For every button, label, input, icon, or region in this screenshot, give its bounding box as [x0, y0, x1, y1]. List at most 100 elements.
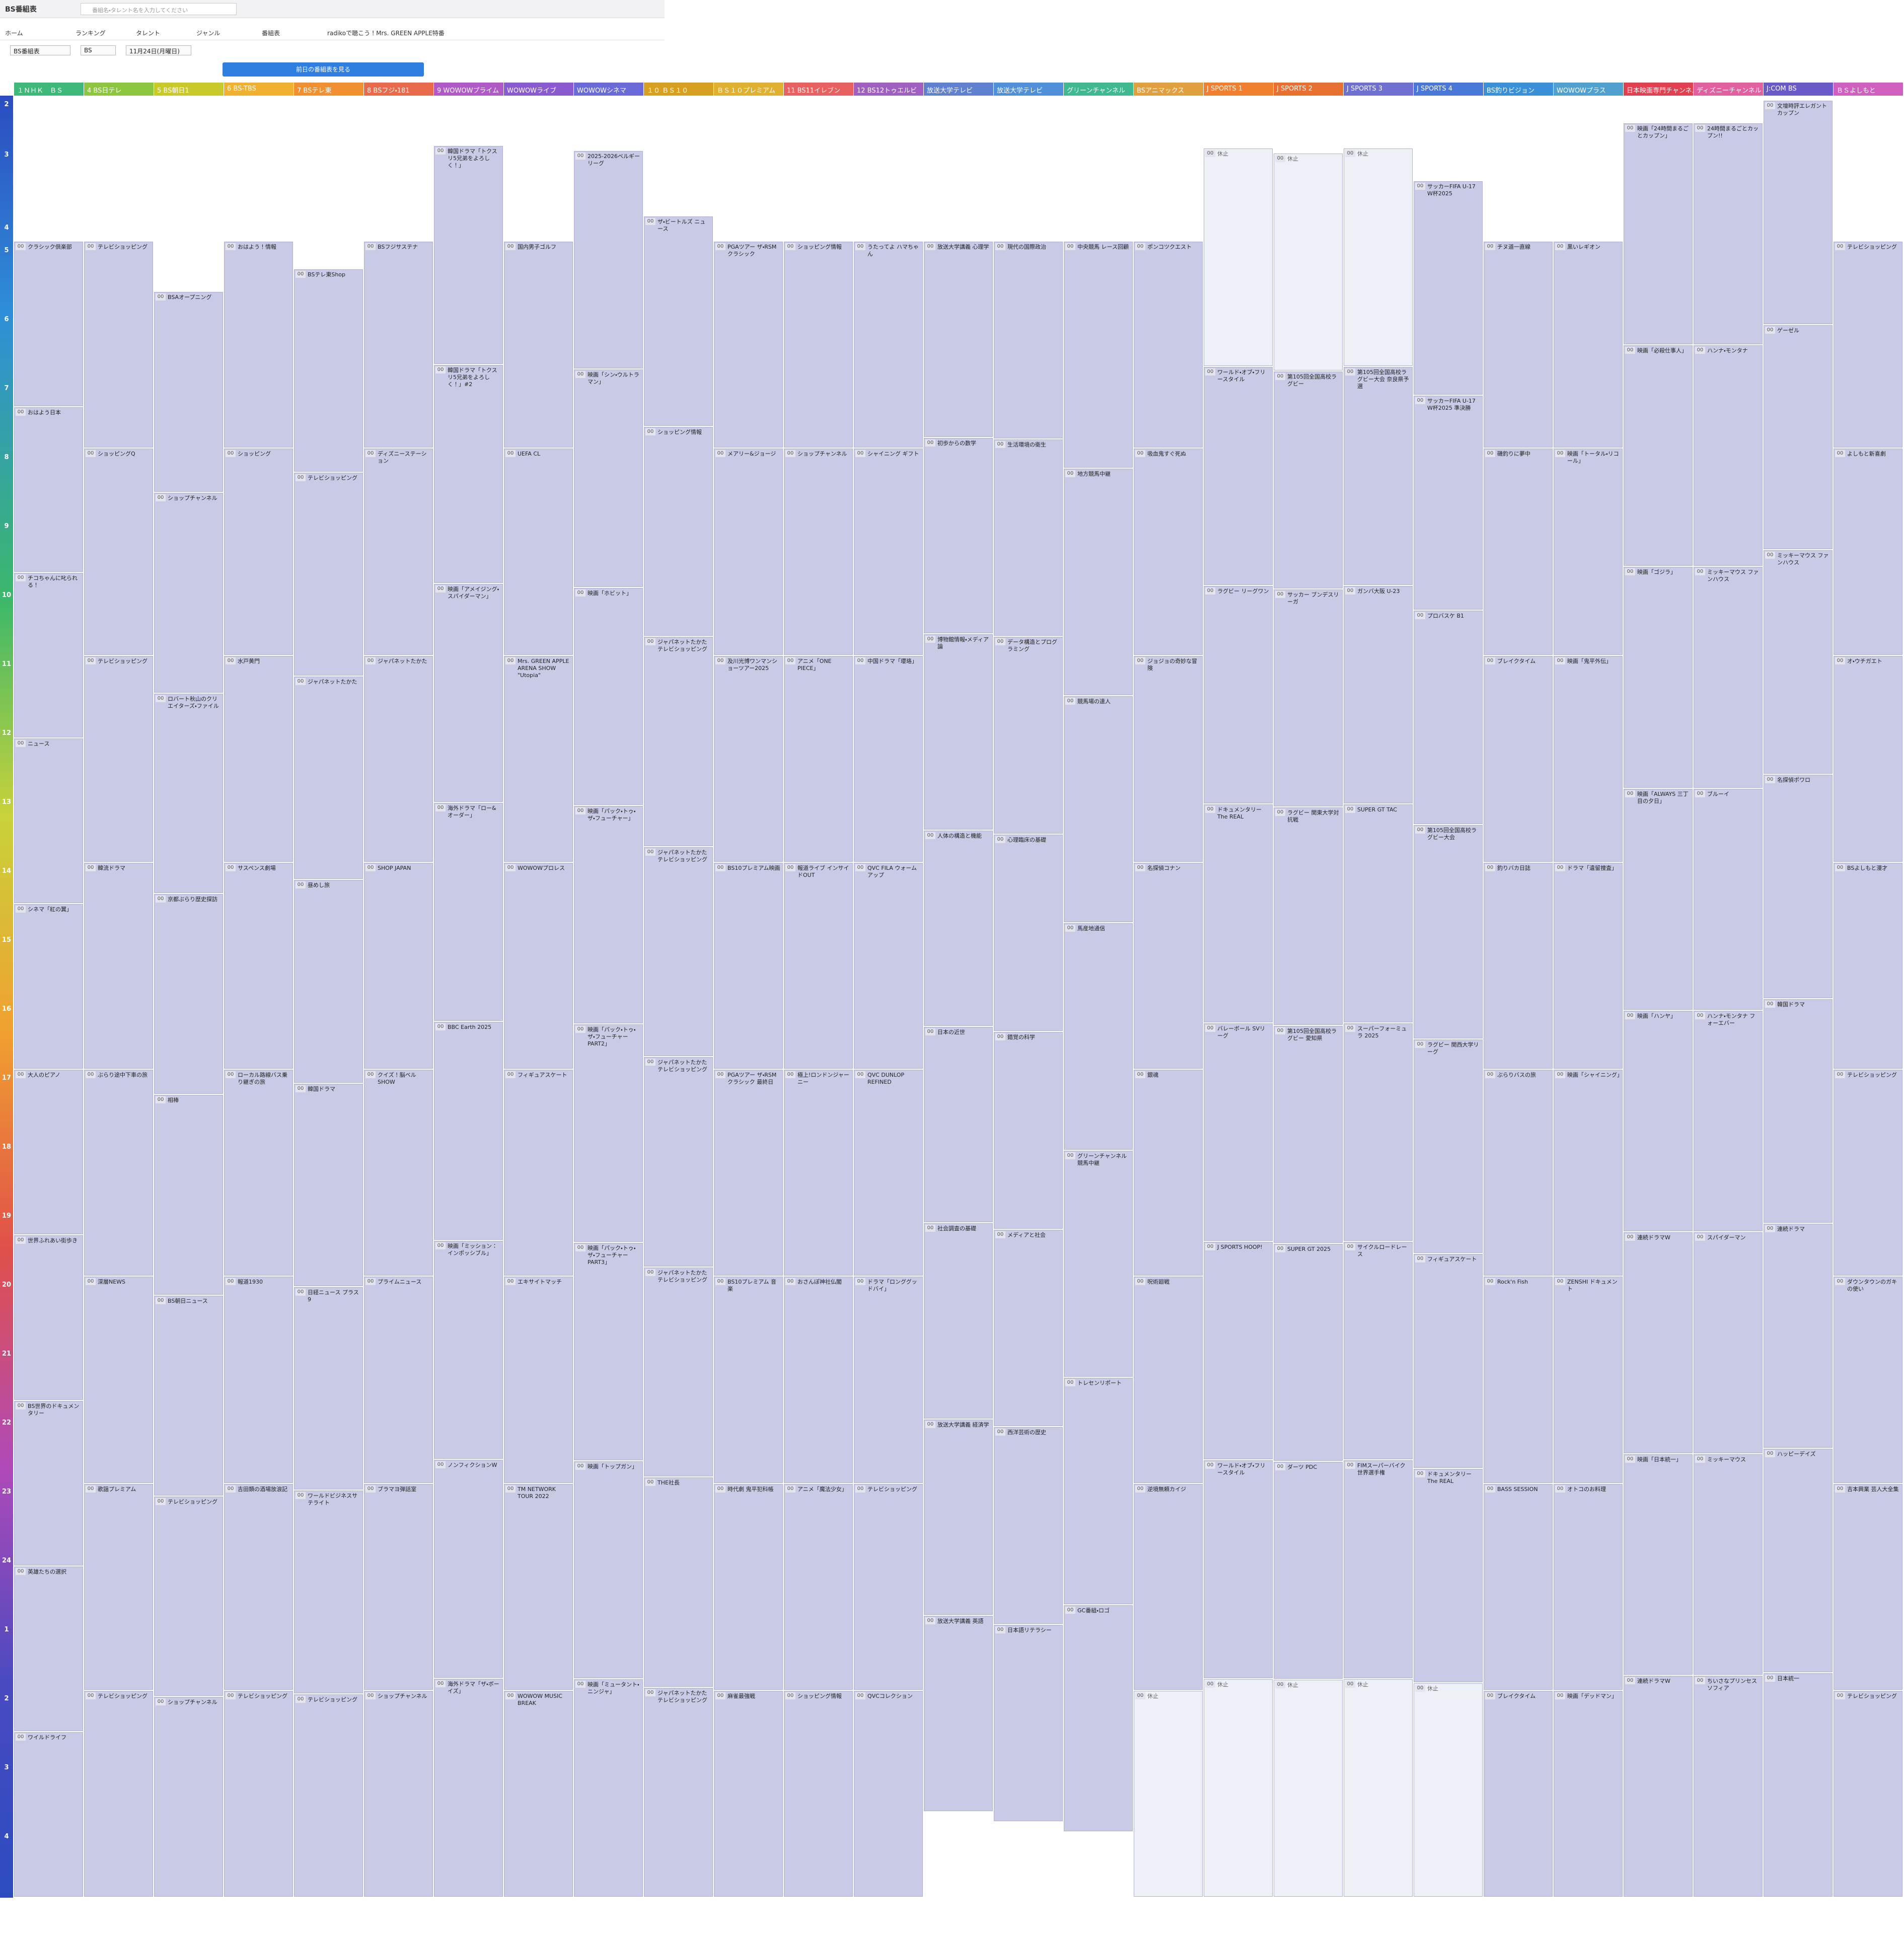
program-cell[interactable]: 00 ラグビー 関東大学対抗戦 [1274, 807, 1343, 1025]
program-cell[interactable]: 00 放送大学講義 心理学 [924, 242, 993, 437]
program-cell[interactable]: 00 トレセンリポート [1064, 1378, 1133, 1604]
program-cell[interactable]: 00 黒いレギオン [1554, 242, 1623, 448]
program-cell[interactable]: 00 第105回全国高校ラグビー [1274, 371, 1343, 589]
program-cell[interactable]: 00 映画「ハンヤ」 [1624, 1010, 1693, 1232]
program-cell[interactable]: 00 初歩からの数学 [924, 438, 993, 633]
channel-header[interactable]: 4 BS日テレ [84, 83, 154, 96]
program-cell[interactable]: 00 ローカル路線バス乗り継ぎの旅 [224, 1070, 293, 1276]
program-cell[interactable]: 00 ブレイクタイム [1484, 1690, 1553, 1897]
program-cell[interactable]: 00 中央競馬 レース回顧 [1064, 242, 1133, 468]
program-cell[interactable]: 00 吸血鬼すぐ死ぬ [1134, 449, 1203, 655]
program-cell[interactable]: 00 日本統一 [1764, 1673, 1833, 1897]
program-cell[interactable]: 00 釣りバカ日誌 [1484, 862, 1553, 1069]
channel-header[interactable]: J SPORTS 1 [1204, 83, 1274, 96]
program-cell[interactable]: 00 サッカーFIFA U-17 W杯2025 準決勝 [1414, 396, 1483, 610]
program-cell[interactable]: 00 ブルーイ [1694, 788, 1763, 1010]
program-cell[interactable]: 00 フィギュアスケート [1414, 1254, 1483, 1468]
channel-header[interactable]: ディズニーチャンネル [1694, 83, 1764, 96]
program-cell[interactable]: 00 ドラマ「ロンググッドバイ」 [854, 1277, 923, 1483]
program-cell[interactable]: 00 呪術廻戦 [1134, 1277, 1203, 1483]
program-cell[interactable]: 00 ディズニーステーション [364, 449, 433, 655]
program-cell[interactable]: 00 QVC DUNLOP REFINED [854, 1070, 923, 1276]
nav-item[interactable]: ホーム [5, 30, 23, 37]
program-cell[interactable]: 00 PGAツアー ザ・RSMクラシック 最終日 [714, 1070, 783, 1276]
program-cell[interactable]: 00 文壇時評エレガントカップン [1764, 101, 1833, 325]
program-cell[interactable]: 00 ラグビー リーグワン [1204, 585, 1273, 804]
program-cell[interactable]: 00 極上!ロンドンジャーニー [784, 1070, 853, 1276]
program-cell[interactable]: 00 グリーンチャンネル 競馬中継 [1064, 1150, 1133, 1377]
nav-item[interactable]: ランキング [76, 30, 106, 37]
channel-header[interactable]: ＢＳ１０プレミアム [714, 83, 784, 96]
program-cell[interactable]: 00 WOWOW MUSIC BREAK [504, 1690, 573, 1897]
program-cell[interactable]: 00 シャイニング ギフト [854, 449, 923, 655]
program-cell[interactable]: 00 ショップチャンネル [364, 1690, 433, 1897]
program-cell[interactable]: 00 ジャパネットたかた テレビショッピング [644, 1267, 713, 1476]
program-cell[interactable]: 00 休止 [1274, 1679, 1343, 1897]
program-cell[interactable]: 00 休止 [1204, 1679, 1273, 1897]
channel-header[interactable]: 12 BS12トゥエルビ [854, 83, 924, 96]
program-cell[interactable]: 00 ショップチャンネル [784, 449, 853, 655]
program-cell[interactable]: 00 韓国ドラマ「トクスリ5兄弟をよろしく！」#2 [434, 365, 503, 583]
channel-header[interactable]: J SPORTS 3 [1344, 83, 1414, 96]
program-cell[interactable]: 00 ジャパネットたかた [294, 676, 363, 879]
program-cell[interactable]: 00 ワールドビジネスサテライト [294, 1490, 363, 1693]
program-cell[interactable]: 00 テレビショッピング [154, 1496, 223, 1696]
channel-header[interactable]: 8 BSフジ・181 [364, 83, 434, 96]
program-cell[interactable]: 00 生活環境の衛生 [994, 439, 1063, 636]
nav-item[interactable]: ジャンル [196, 30, 221, 37]
channel-header[interactable]: J:COM BS [1764, 83, 1834, 96]
program-cell[interactable]: 00 映画「24時間まるごとカップン」 [1624, 123, 1693, 344]
nav-item[interactable]: radikoで聴こう！Mrs. GREEN APPLE特番 [327, 30, 445, 37]
program-cell[interactable]: 00 ブラマヨ弾話室 [364, 1483, 433, 1690]
program-cell[interactable]: 00 メアリー&ジョージ [714, 449, 783, 655]
program-cell[interactable]: 00 UEFA CL [504, 449, 573, 655]
program-cell[interactable]: 00 アニメ「ONE PIECE」 [784, 655, 853, 862]
channel-header[interactable]: J SPORTS 2 [1274, 83, 1344, 96]
program-cell[interactable]: 00 チコちゃんに叱られる！ [14, 573, 83, 737]
filter-select[interactable]: BS [81, 45, 116, 55]
program-cell[interactable]: 00 メディアと社会 [994, 1229, 1063, 1426]
program-cell[interactable]: 00 ロバート秋山のクリエイターズ・ファイル [154, 693, 223, 893]
program-cell[interactable]: 00 ワイルドライフ [14, 1732, 83, 1897]
program-cell[interactable]: 00 ショップチャンネル [154, 492, 223, 693]
program-cell[interactable]: 00 うたってよ ハマちゃん [854, 242, 923, 448]
program-cell[interactable]: 00 テレビショッピング [294, 1694, 363, 1897]
program-cell[interactable]: 00 映画「デッドマン」 [1554, 1690, 1623, 1897]
program-cell[interactable]: 00 テレビショッピング [1834, 242, 1902, 448]
program-cell[interactable]: 00 ミッキーマウス [1694, 1454, 1763, 1675]
program-cell[interactable]: 00 麻雀最強戦 [714, 1690, 783, 1897]
program-cell[interactable]: 00 ドキュメンタリー The REAL [1414, 1468, 1483, 1682]
program-cell[interactable]: 00 スパイダーマン [1694, 1232, 1763, 1453]
program-cell[interactable]: 00 おはよう！情報 [224, 242, 293, 448]
program-cell[interactable]: 00 放送大学講義 英語 [924, 1616, 993, 1811]
program-cell[interactable]: 00 テレビショッピング [294, 473, 363, 676]
program-cell[interactable]: 00 ワールド・オブ・フリースタイル [1204, 1460, 1273, 1678]
program-cell[interactable]: 00 ショッピング [224, 449, 293, 655]
program-cell[interactable]: 00 よしもと新喜劇 [1834, 449, 1902, 655]
program-cell[interactable]: 00 水戸黄門 [224, 655, 293, 862]
program-cell[interactable]: 00 QVCコレクション [854, 1690, 923, 1897]
program-cell[interactable]: 00 磯釣りに夢中 [1484, 449, 1553, 655]
program-cell[interactable]: 00 ダーツ PDC [1274, 1461, 1343, 1679]
channel-header[interactable]: 11 BS11イレブン [784, 83, 854, 96]
nav-item[interactable]: タレント [136, 30, 161, 37]
program-cell[interactable]: 00 映画「パック・トゥ・ザ・フューチャー」 [574, 806, 643, 1023]
program-cell[interactable]: 00 ドラマ「遺留捜査」 [1554, 862, 1623, 1069]
program-cell[interactable]: 00 ぶらりバスの旅 [1484, 1070, 1553, 1276]
program-cell[interactable]: 00 ジョジョの奇妙な冒険 [1134, 655, 1203, 862]
program-cell[interactable]: 00 休止 [1134, 1690, 1203, 1897]
program-cell[interactable]: 00 現代の国際政治 [994, 242, 1063, 438]
filter-select[interactable]: BS番組表 [10, 45, 70, 55]
program-cell[interactable]: 00 ショッピング情報 [784, 1690, 853, 1897]
program-cell[interactable]: 00 ゲーゼル [1764, 325, 1833, 549]
program-cell[interactable]: 00 BASS SESSION [1484, 1483, 1553, 1690]
program-cell[interactable]: 00 テレビショッピング [1834, 1690, 1902, 1897]
program-cell[interactable]: 00 ニュース [14, 738, 83, 903]
program-cell[interactable]: 00 映画「ゴジラ」 [1624, 567, 1693, 788]
program-cell[interactable]: 00 チヌ道一直線 [1484, 242, 1553, 448]
program-cell[interactable]: 00 連続ドラマW [1624, 1232, 1693, 1453]
program-cell[interactable]: 00 ショップチャンネル [154, 1697, 223, 1897]
program-cell[interactable]: 00 人体の構造と機能 [924, 831, 993, 1026]
program-cell[interactable]: 00 ぶらり途中下車の旅 [84, 1070, 153, 1276]
program-cell[interactable]: 00 アニメ「魔法少女」 [784, 1483, 853, 1690]
